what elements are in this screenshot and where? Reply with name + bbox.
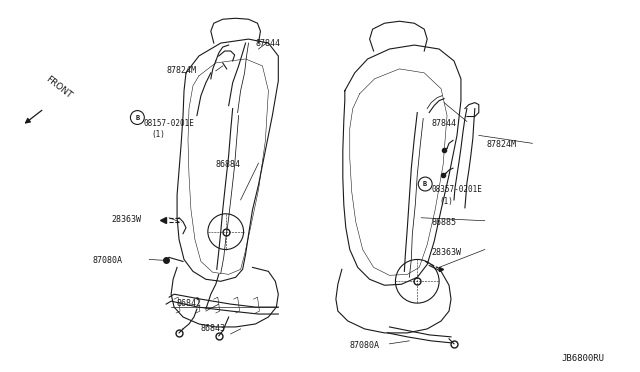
Text: 08157-0201E: 08157-0201E (143, 119, 194, 128)
Text: (1): (1) (439, 197, 453, 206)
Text: B: B (423, 181, 428, 187)
Text: 87080A: 87080A (93, 256, 123, 266)
Text: 86843: 86843 (201, 324, 226, 333)
Text: 87844: 87844 (431, 119, 456, 128)
Text: JB6800RU: JB6800RU (561, 354, 604, 363)
Text: (1): (1) (151, 131, 165, 140)
Text: 86885: 86885 (431, 218, 456, 227)
Text: B: B (135, 115, 140, 121)
Text: FRONT: FRONT (44, 75, 74, 101)
Text: 87824M: 87824M (487, 140, 516, 149)
Text: 86884: 86884 (216, 160, 241, 169)
Text: 87080A: 87080A (350, 341, 380, 350)
Text: 87844: 87844 (255, 39, 280, 48)
Text: 28363W: 28363W (431, 247, 461, 257)
Text: 28363W: 28363W (111, 215, 141, 224)
Text: 08357-0201E: 08357-0201E (431, 185, 482, 194)
Text: 87824M: 87824M (166, 66, 196, 75)
Text: 86842: 86842 (176, 299, 201, 308)
